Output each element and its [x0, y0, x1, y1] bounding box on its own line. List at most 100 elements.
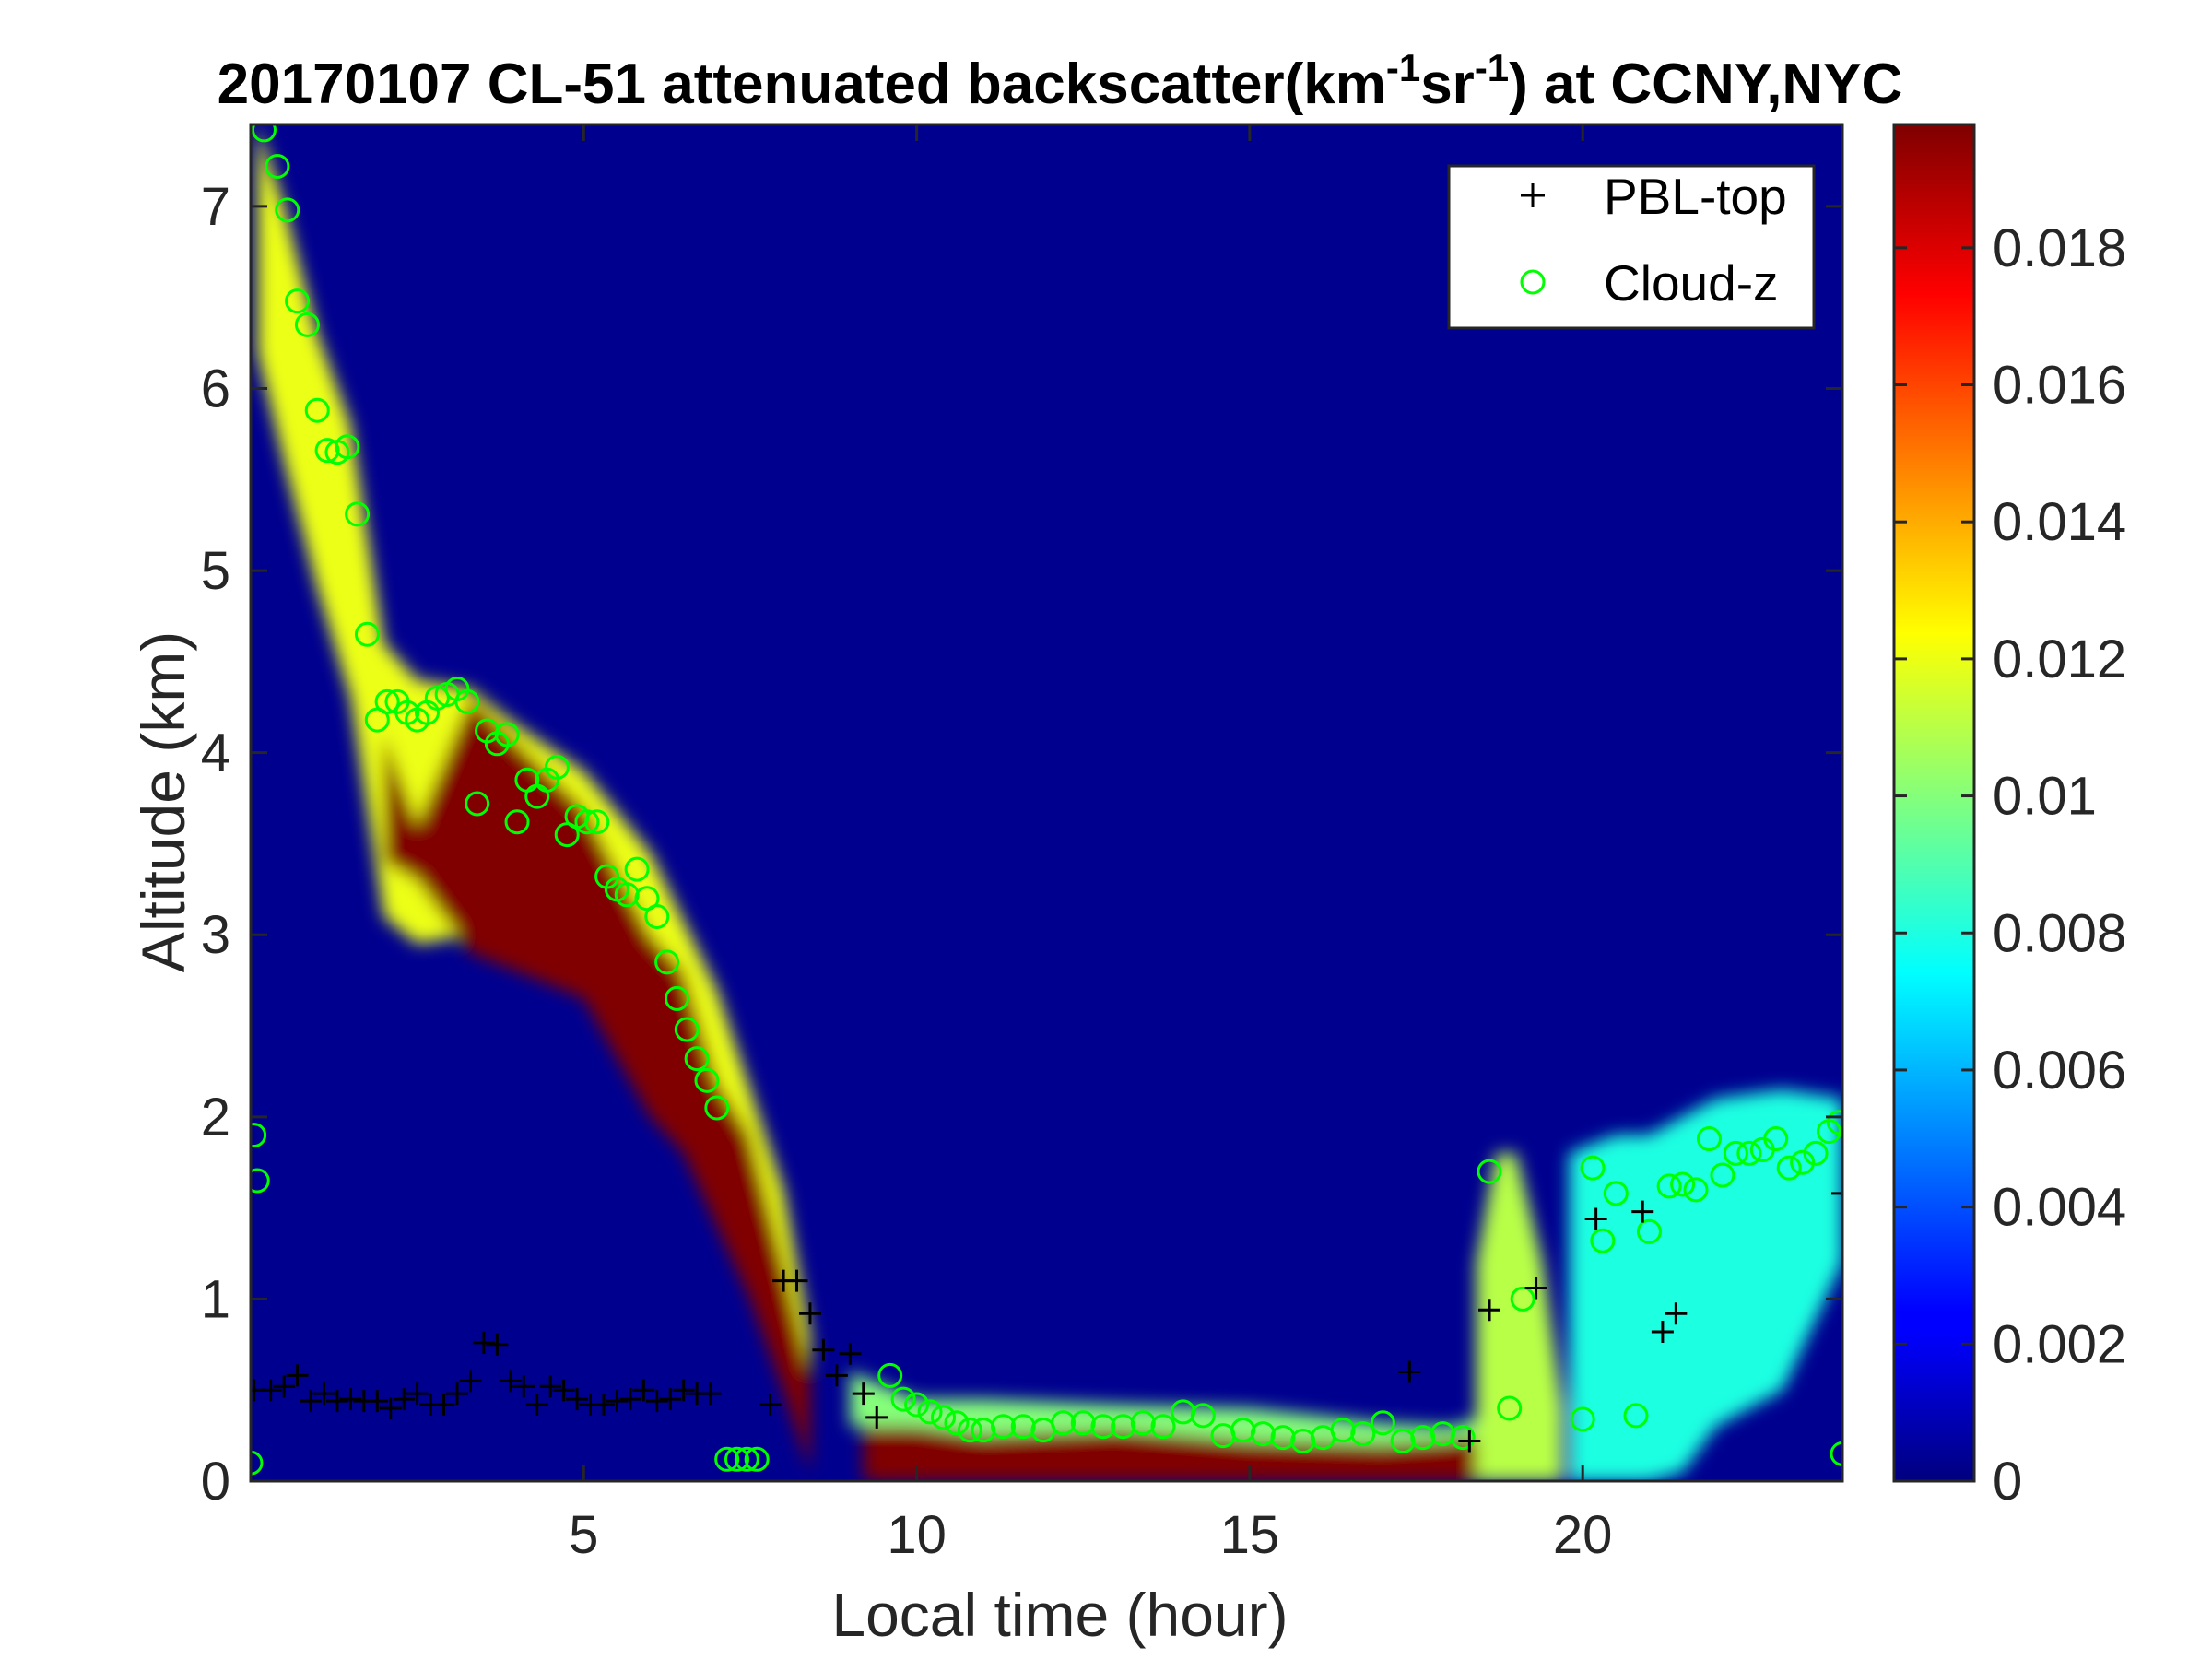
x-tick-label: 10: [887, 1505, 947, 1565]
colorbar-tick-label: 0.004: [1993, 1178, 2126, 1238]
x-tick-label: 15: [1220, 1505, 1280, 1565]
cloud-z-point: [877, 1362, 903, 1388]
cloud-z-point: [251, 1450, 264, 1476]
cloud-z-point: [1171, 1399, 1196, 1425]
cloud-z-point: [1330, 1418, 1356, 1443]
cloud-z-point: [654, 949, 680, 975]
y-axis-label: Altitude (km): [129, 631, 197, 972]
cloud-z-point: [1230, 1418, 1256, 1443]
cloud-z-point: [354, 621, 380, 647]
cloud-z-point: [1070, 1410, 1096, 1436]
colorbar-tick-label: 0: [1993, 1452, 2022, 1512]
backscatter-layers: [257, 124, 1842, 1481]
pbl-top-point: [645, 1390, 668, 1413]
pbl-top-point: [785, 1269, 808, 1292]
legend: PBL-top Cloud-z: [1447, 164, 1816, 330]
cloud-z-point: [744, 1446, 770, 1472]
cloud-z-point: [1510, 1286, 1535, 1312]
pbl-top-point: [312, 1382, 335, 1406]
pbl-top-point: [339, 1388, 362, 1411]
cloud-z-point: [584, 809, 610, 835]
cloud-z-point: [265, 153, 290, 179]
cloud-z-point: [1250, 1421, 1276, 1447]
colorbar-ticks: 0 0.002 0.004 0.006 0.008 0.01 0.012 0.014 0.016…: [1894, 218, 2126, 1512]
cloud-z-point: [1790, 1149, 1816, 1175]
colorbar-tick-label: 0.008: [1993, 903, 2126, 963]
cloud-z-point: [1477, 1159, 1502, 1184]
cloud-z-point: [1710, 1162, 1735, 1188]
cloud-z-point: [1580, 1155, 1606, 1181]
pbl-top-point: [699, 1382, 722, 1406]
axes: 5 10 15 20 0 1 2 3 4 5 6 7: [201, 123, 1844, 1565]
pbl-top-point: [366, 1390, 389, 1413]
backscatter-layer-2: [863, 1426, 1483, 1481]
cloud-z-point: [1051, 1410, 1077, 1436]
cloud-z-point: [251, 1123, 267, 1148]
pbl-top-point: [486, 1333, 509, 1356]
cloud-z-point: [1350, 1421, 1376, 1447]
cloud-z-point: [294, 312, 320, 337]
cloud-z-point: [251, 1168, 270, 1194]
cloud-z-point: [494, 722, 520, 747]
colorbar-tick-label: 0.01: [1993, 767, 2097, 827]
pbl-top-point: [273, 1375, 296, 1398]
cloud-z-point: [251, 124, 276, 143]
pbl-top-point: [812, 1338, 835, 1361]
cloud-z-point: [1826, 1110, 1842, 1135]
pbl-top-point: [566, 1388, 589, 1411]
pbl-top-point: [1398, 1360, 1421, 1383]
pbl-top-point: [459, 1370, 482, 1393]
y-tick-label: 5: [201, 541, 230, 601]
pbl-top-point: [1665, 1302, 1688, 1325]
colorbar: 0 0.002 0.004 0.006 0.008 0.01 0.012 0.014 0.016…: [1892, 123, 2126, 1512]
pbl-top-point: [825, 1364, 848, 1387]
pbl-top-point: [632, 1379, 655, 1402]
cloud-z-point: [1010, 1414, 1036, 1440]
cloud-z-point: [1410, 1425, 1436, 1451]
legend-cloud-marker: [1520, 269, 1546, 295]
pbl-top-point: [325, 1390, 348, 1413]
cloud-z-point: [1111, 1414, 1136, 1440]
colorbar-tick-label: 0.006: [1993, 1041, 2126, 1100]
cloud-z-point: [1450, 1425, 1476, 1451]
cloud-z-point: [374, 688, 400, 714]
pbl-top-point: [432, 1394, 455, 1417]
cloud-z-point: [1623, 1403, 1649, 1429]
pbl-top-point: [259, 1379, 282, 1402]
cloud-z-point: [1150, 1414, 1176, 1440]
cloud-z-point: [674, 1017, 700, 1042]
y-tick-label: 0: [201, 1452, 230, 1512]
pbl-top-point: [798, 1302, 821, 1325]
y-tick-label: 1: [201, 1269, 230, 1329]
pbl-top-point: [406, 1382, 429, 1406]
cloud-z-point: [314, 438, 340, 464]
y-tick-label: 2: [201, 1088, 230, 1147]
pbl-top-point: [552, 1379, 575, 1402]
cloud-z-point: [1190, 1403, 1216, 1429]
cloud-z-point: [304, 397, 330, 423]
cloud-z-point: [1130, 1410, 1156, 1436]
cloud-z-point: [1776, 1155, 1802, 1181]
legend-cloud-label: Cloud-z: [1604, 254, 1779, 312]
pbl-top-point: [1478, 1299, 1501, 1322]
cloud-z-point: [1723, 1140, 1748, 1166]
pbl-top-point: [618, 1388, 641, 1411]
cloud-z-point: [1803, 1140, 1829, 1166]
cloud-z-point: [465, 791, 490, 817]
legend-pbl-label: PBL-top: [1604, 168, 1787, 225]
cloud-z-point: [684, 1046, 710, 1072]
pbl-top-point: [446, 1382, 469, 1406]
cloud-z-point: [1370, 1410, 1395, 1436]
cloud-z-point: [890, 1386, 916, 1412]
colorbar-tick-label: 0.014: [1993, 492, 2126, 552]
pbl-top-point: [1584, 1207, 1607, 1230]
backscatter-layer-1: [383, 698, 810, 1473]
backscatter-layer-7: [1569, 1089, 1842, 1481]
cloud-z-point: [1830, 1441, 1842, 1466]
pbl-top-point: [606, 1390, 629, 1413]
cloud-z-point: [504, 809, 530, 835]
pbl-top-point: [1458, 1430, 1481, 1453]
cloud-z-point: [1603, 1181, 1629, 1206]
cloud-z-point: [1430, 1421, 1455, 1447]
